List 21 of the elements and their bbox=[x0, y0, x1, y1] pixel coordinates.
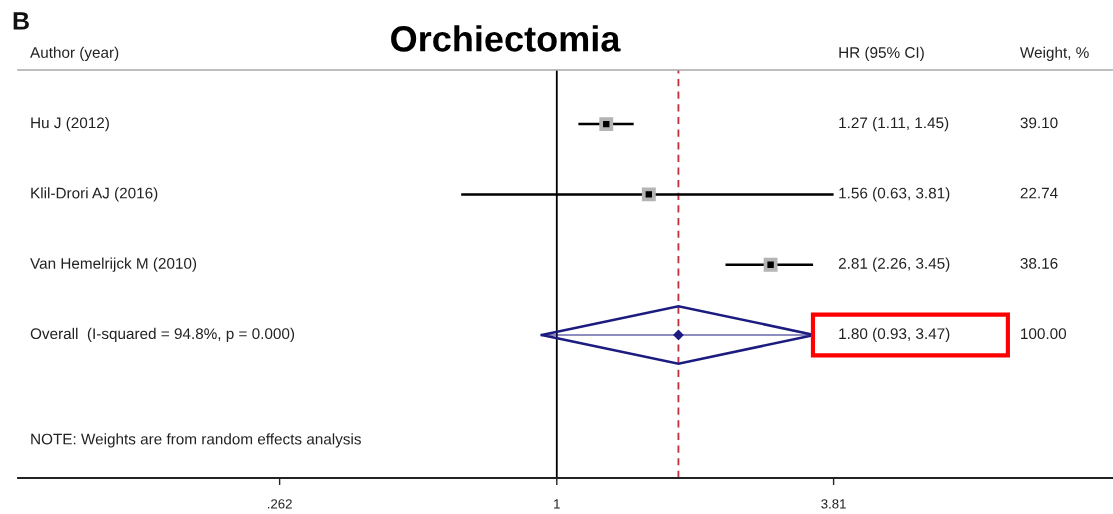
y-tick-label: Van Hemelrijck M (2010) bbox=[30, 257, 197, 272]
y-tick-label: Hu J (2012) bbox=[31, 117, 109, 132]
y-tick-label: Overall (I-squared = 94.8%, p = 0.000) bbox=[30, 327, 295, 343]
annotation: 38.16 bbox=[1020, 257, 1058, 269]
text: B bbox=[13, 12, 29, 30]
annotation: 39.10 bbox=[1020, 117, 1058, 129]
text: HR (95% CI) bbox=[839, 46, 924, 61]
text: Weight, % bbox=[1019, 46, 1089, 61]
annotation: 100.00 bbox=[1021, 328, 1067, 340]
x-tick-label: 3.81 bbox=[821, 499, 846, 509]
chart-title: Orchiectomia bbox=[391, 25, 621, 52]
annotation: 2.81 (2.26, 3.45) bbox=[838, 257, 950, 272]
x-tick-label: .262 bbox=[267, 499, 292, 509]
y-tick-label: Klil-Drori AJ (2016) bbox=[31, 187, 158, 202]
annotation: 1.27 (1.11, 1.45) bbox=[839, 117, 949, 132]
y-axis-title: Author (year) bbox=[30, 46, 119, 61]
annotation: 1.56 (0.63, 3.81) bbox=[839, 187, 950, 202]
x-tick-label: 1 bbox=[554, 499, 560, 509]
text: NOTE: Weights are from random effects analysis bbox=[31, 433, 361, 448]
annotation: 22.74 bbox=[1020, 187, 1058, 199]
annotation: 1.80 (0.93, 3.47) bbox=[839, 327, 950, 343]
